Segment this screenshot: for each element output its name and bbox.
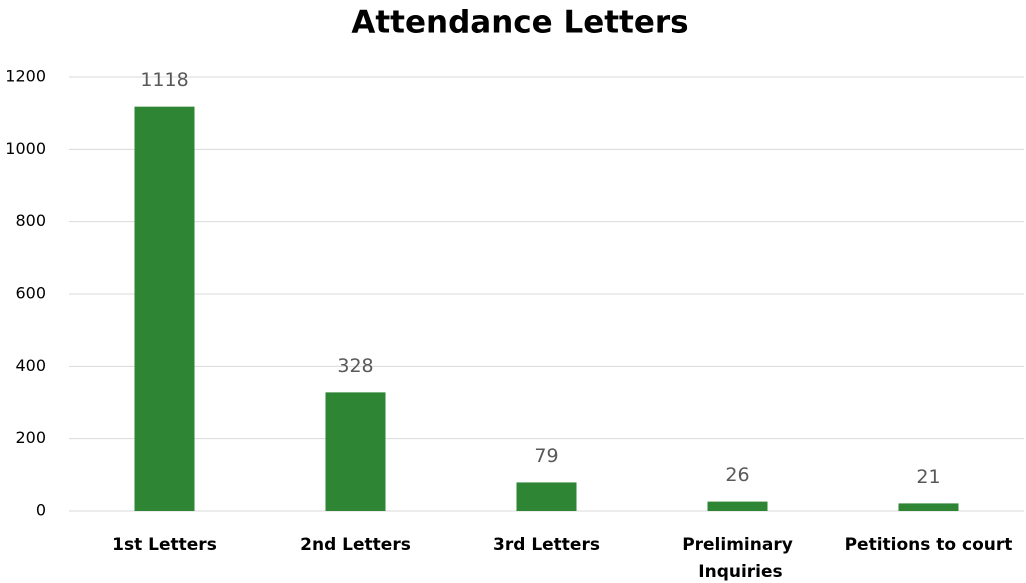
bar xyxy=(325,392,386,511)
bar xyxy=(707,501,768,511)
x-tick-label: 3rd Letters xyxy=(493,535,600,555)
value-label: 79 xyxy=(534,445,558,467)
bar xyxy=(134,106,195,511)
value-label: 328 xyxy=(337,355,373,377)
y-tick-label: 600 xyxy=(15,284,46,303)
x-tick-label: Petitions to court xyxy=(845,535,1013,555)
value-label: 1118 xyxy=(140,69,188,91)
bar xyxy=(898,503,959,511)
y-tick-label: 1000 xyxy=(5,139,46,158)
value-label: 26 xyxy=(725,464,749,486)
y-tick-label: 0 xyxy=(36,501,46,520)
chart-title: Attendance Letters xyxy=(351,5,688,41)
x-tick-label: 2nd Letters xyxy=(300,535,411,555)
x-tick-label: Preliminary Inquiries xyxy=(682,535,793,582)
value-label: 21 xyxy=(916,466,940,488)
bar xyxy=(516,482,577,511)
y-tick-label: 800 xyxy=(15,211,46,230)
y-tick-label: 400 xyxy=(15,356,46,375)
y-tick-label: 1200 xyxy=(5,67,46,86)
x-tick-label: 1st Letters xyxy=(112,535,217,555)
y-tick-label: 200 xyxy=(15,428,46,447)
